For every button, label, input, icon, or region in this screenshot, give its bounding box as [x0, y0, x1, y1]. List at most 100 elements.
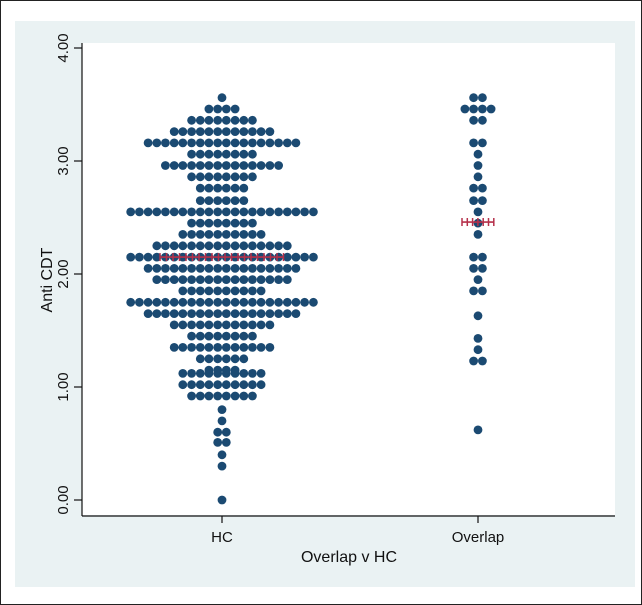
data-point-hc [169, 275, 179, 284]
data-point-hc [230, 343, 240, 352]
data-point-hc [213, 369, 223, 378]
data-point-hc [213, 343, 223, 352]
data-point-overlap [478, 264, 487, 273]
x-axis-ticks: HC Overlap [211, 516, 504, 546]
data-point-hc [213, 104, 223, 114]
data-point-hc [195, 391, 205, 401]
data-point-hc [309, 297, 318, 307]
data-point-hc [143, 297, 153, 307]
data-point-hc [265, 275, 275, 284]
data-point-hc [187, 207, 197, 217]
data-point-hc [213, 354, 223, 364]
data-point-hc [178, 241, 188, 251]
data-point-overlap [473, 334, 483, 343]
data-point-hc [248, 369, 257, 378]
data-point-hc [221, 138, 231, 148]
data-point-hc [248, 207, 257, 217]
data-point-hc [265, 241, 275, 251]
data-point-hc [135, 207, 144, 217]
data-point-hc [143, 207, 153, 217]
data-point-hc [195, 230, 205, 239]
data-point-hc [178, 309, 188, 318]
data-point-overlap [473, 425, 483, 435]
data-point-hc [217, 416, 227, 426]
data-point-hc [213, 138, 223, 148]
data-point-hc [274, 275, 283, 284]
data-point-hc [239, 264, 249, 273]
data-point-hc [221, 218, 231, 228]
data-point-hc [217, 93, 227, 103]
data-point-hc [265, 309, 275, 318]
y-tick-label: 3.00 [55, 146, 72, 175]
y-tick-label: 4.00 [55, 33, 72, 62]
data-point-hc [169, 161, 179, 170]
data-point-hc [282, 309, 292, 318]
mean-marker-hc [159, 253, 285, 262]
data-point-overlap [469, 115, 478, 125]
data-point-hc [282, 252, 292, 262]
data-point-hc [213, 320, 223, 330]
data-point-overlap [473, 161, 483, 170]
data-point-hc [204, 172, 214, 182]
data-point-hc [274, 297, 283, 307]
data-point-hc [135, 252, 144, 262]
data-point-hc [265, 161, 275, 170]
data-points [126, 93, 496, 505]
data-point-hc [178, 161, 188, 170]
data-point-hc [248, 218, 257, 228]
data-point-hc [187, 343, 197, 352]
data-point-hc [195, 343, 205, 352]
data-point-hc [213, 241, 223, 251]
data-point-hc [256, 309, 266, 318]
data-point-hc [187, 286, 197, 296]
data-point-hc [178, 297, 188, 307]
data-point-hc [213, 438, 223, 447]
data-point-hc [230, 369, 240, 378]
data-point-hc [187, 161, 197, 170]
data-point-hc [204, 380, 214, 390]
data-point-hc [152, 309, 162, 318]
data-point-hc [239, 115, 249, 125]
data-point-hc [291, 264, 301, 273]
data-point-hc [213, 196, 223, 206]
data-point-hc [169, 297, 179, 307]
data-point-hc [195, 331, 205, 341]
data-point-hc [248, 172, 257, 182]
data-point-hc [195, 149, 205, 159]
data-point-hc [239, 127, 249, 136]
data-point-hc [230, 275, 240, 284]
data-point-hc [161, 138, 170, 148]
data-point-hc [195, 320, 205, 330]
data-point-hc [204, 286, 214, 296]
data-point-hc [152, 252, 162, 262]
data-point-hc [152, 138, 162, 148]
data-point-hc [195, 275, 205, 284]
y-tick-label: 0.00 [55, 485, 72, 514]
data-point-hc [274, 309, 283, 318]
data-point-hc [239, 331, 249, 341]
data-point-hc [195, 138, 205, 148]
data-point-hc [230, 286, 240, 296]
data-point-hc [187, 127, 197, 136]
data-point-hc [204, 127, 214, 136]
data-point-hc [195, 241, 205, 251]
data-point-hc [300, 207, 309, 217]
data-point-hc [256, 380, 266, 390]
data-point-hc [239, 369, 249, 378]
data-point-hc [187, 275, 197, 284]
data-point-hc [221, 196, 231, 206]
data-point-hc [256, 275, 266, 284]
data-point-hc [195, 218, 205, 228]
data-point-hc [230, 218, 240, 228]
data-point-hc [221, 380, 231, 390]
data-point-hc [221, 438, 231, 447]
data-point-hc [213, 172, 223, 182]
data-point-hc [239, 320, 249, 330]
data-point-overlap [460, 104, 470, 114]
data-point-hc [126, 252, 136, 262]
data-point-hc [282, 138, 292, 148]
data-point-hc [274, 138, 283, 148]
data-point-hc [187, 230, 197, 239]
data-point-hc [178, 138, 188, 148]
data-point-hc [195, 207, 205, 217]
